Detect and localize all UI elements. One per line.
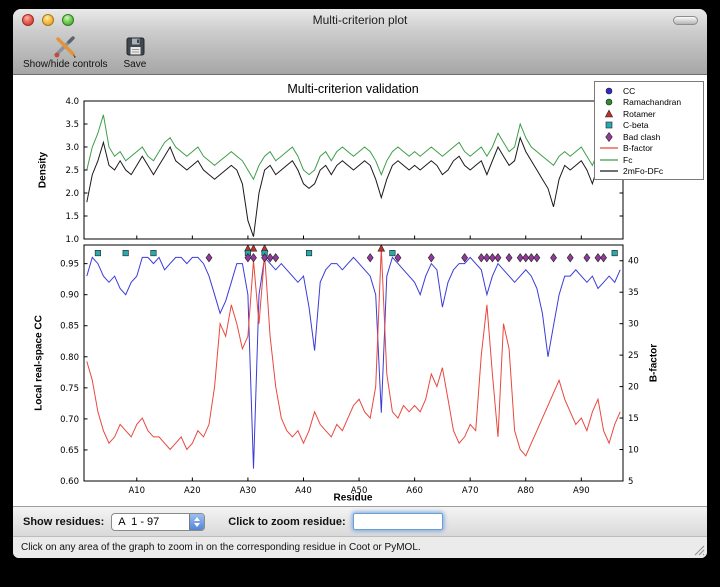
legend-item-fc: Fc bbox=[599, 154, 699, 166]
svg-text:25: 25 bbox=[628, 351, 639, 361]
cc-axis-label: Local real-space CC bbox=[33, 315, 45, 411]
toolbar-toggle-capsule[interactable] bbox=[673, 16, 698, 25]
residue-axis-label: Residue bbox=[333, 492, 373, 504]
legend-item-label: Ramachandran bbox=[623, 97, 682, 108]
legend-item-label: Rotamer bbox=[623, 108, 656, 119]
svg-text:4.0: 4.0 bbox=[65, 97, 79, 107]
density-axis-label: Density bbox=[37, 151, 49, 189]
status-bar: Click on any area of the graph to zoom i… bbox=[13, 536, 707, 558]
svg-text:2.5: 2.5 bbox=[65, 166, 79, 176]
zoom-residue-input[interactable] bbox=[352, 513, 443, 530]
svg-text:1.5: 1.5 bbox=[65, 212, 79, 222]
svg-text:0.65: 0.65 bbox=[60, 446, 79, 456]
legend-item-label: Bad clash bbox=[623, 131, 661, 142]
legend-item-bad-clash: Bad clash bbox=[599, 131, 699, 143]
tools-icon bbox=[52, 34, 78, 59]
save-button[interactable]: Save bbox=[123, 34, 147, 70]
window-title: Multi-criterion plot bbox=[312, 13, 408, 27]
svg-text:A90: A90 bbox=[573, 486, 590, 496]
svg-text:A80: A80 bbox=[517, 486, 534, 496]
multi-criterion-plot-window: Multi-criterion plot Show/hide controls bbox=[13, 9, 707, 558]
legend-marker-cc-icon bbox=[605, 87, 613, 95]
show-residues-label: Show residues: bbox=[23, 515, 105, 528]
resize-grip[interactable] bbox=[692, 543, 705, 556]
chain-range-select[interactable]: A 1 - 97 bbox=[111, 512, 206, 531]
legend-item-label: 2mFo-DFc bbox=[623, 166, 664, 177]
chain-range-value: A 1 - 97 bbox=[118, 515, 160, 528]
status-text: Click on any area of the graph to zoom i… bbox=[21, 542, 421, 553]
legend-marker-rotamer-icon bbox=[604, 109, 614, 118]
svg-text:0.90: 0.90 bbox=[60, 291, 79, 301]
legend-item-rotamer: Rotamer bbox=[599, 108, 699, 120]
svg-text:A30: A30 bbox=[240, 486, 257, 496]
zoom-button[interactable] bbox=[62, 14, 74, 26]
svg-text:0.75: 0.75 bbox=[60, 384, 79, 394]
svg-text:A40: A40 bbox=[295, 486, 312, 496]
plot-title: Multi-criterion validation bbox=[287, 82, 419, 96]
svg-text:40: 40 bbox=[628, 257, 639, 267]
bfactor-axis-label: B-factor bbox=[648, 343, 660, 383]
legend-item-label: B-factor bbox=[623, 143, 653, 154]
legend-line-2mfo-dfc-icon bbox=[600, 170, 618, 172]
svg-text:0.85: 0.85 bbox=[60, 322, 79, 332]
svg-text:20: 20 bbox=[628, 383, 639, 393]
svg-text:35: 35 bbox=[628, 288, 639, 298]
show-hide-controls-button[interactable]: Show/hide controls bbox=[23, 34, 108, 70]
svg-text:A10: A10 bbox=[128, 486, 145, 496]
legend-item-b-factor: B-factor bbox=[599, 143, 699, 155]
svg-text:0.60: 0.60 bbox=[60, 477, 79, 487]
zoom-residue-label: Click to zoom residue: bbox=[228, 515, 346, 528]
controls-bar: Show residues: A 1 - 97 Click to zoom re… bbox=[13, 506, 707, 536]
legend-line-b-factor-icon bbox=[600, 147, 618, 149]
svg-text:2.0: 2.0 bbox=[65, 189, 79, 199]
toolbar: Show/hide controls Save bbox=[13, 31, 707, 75]
svg-text:30: 30 bbox=[628, 320, 639, 330]
svg-text:A60: A60 bbox=[406, 486, 423, 496]
close-button[interactable] bbox=[22, 14, 34, 26]
svg-text:A20: A20 bbox=[184, 486, 201, 496]
legend: CC Ramachandran Rotamer C-beta Bad clash B-fa… bbox=[594, 81, 704, 180]
stepper-arrows-icon bbox=[189, 513, 205, 530]
legend-item-label: Fc bbox=[623, 154, 633, 165]
legend-item-label: CC bbox=[623, 85, 636, 96]
plot-canvas[interactable]: 1.0 1.5 2.0 2.5 3.0 3.5 4.0 0.60 0.65 0.70 0.75 0.8… bbox=[13, 75, 707, 506]
legend-item-label: C-beta bbox=[623, 120, 649, 131]
svg-text:0.70: 0.70 bbox=[60, 415, 79, 425]
show-hide-controls-label: Show/hide controls bbox=[23, 59, 108, 70]
plot-area[interactable]: Multi-criterion validation 1.0 1.5 2.0 2.5 3… bbox=[13, 75, 707, 506]
legend-marker-bad-clash-icon bbox=[605, 131, 613, 142]
svg-text:3.0: 3.0 bbox=[65, 143, 79, 153]
svg-text:3.5: 3.5 bbox=[65, 120, 79, 130]
svg-text:1.0: 1.0 bbox=[65, 235, 79, 245]
svg-text:15: 15 bbox=[628, 414, 639, 424]
legend-item-2mfo-dfc: 2mFo-DFc bbox=[599, 166, 699, 178]
legend-item-ramachandran: Ramachandran bbox=[599, 97, 699, 109]
svg-text:0.80: 0.80 bbox=[60, 353, 79, 363]
svg-text:A70: A70 bbox=[462, 486, 479, 496]
legend-line-fc-icon bbox=[600, 159, 618, 161]
traffic-lights bbox=[22, 14, 74, 26]
svg-text:10: 10 bbox=[628, 446, 639, 456]
legend-item-cc: CC bbox=[599, 85, 699, 97]
svg-text:A50: A50 bbox=[351, 486, 368, 496]
titlebar[interactable]: Multi-criterion plot bbox=[13, 9, 707, 31]
svg-text:0.95: 0.95 bbox=[60, 260, 79, 270]
legend-marker-c-beta-icon bbox=[605, 121, 613, 129]
legend-item-c-beta: C-beta bbox=[599, 120, 699, 132]
svg-text:5: 5 bbox=[628, 477, 633, 487]
save-label: Save bbox=[123, 59, 147, 70]
minimize-button[interactable] bbox=[42, 14, 54, 26]
legend-marker-ramachandran-icon bbox=[605, 98, 613, 106]
save-icon bbox=[124, 34, 146, 59]
